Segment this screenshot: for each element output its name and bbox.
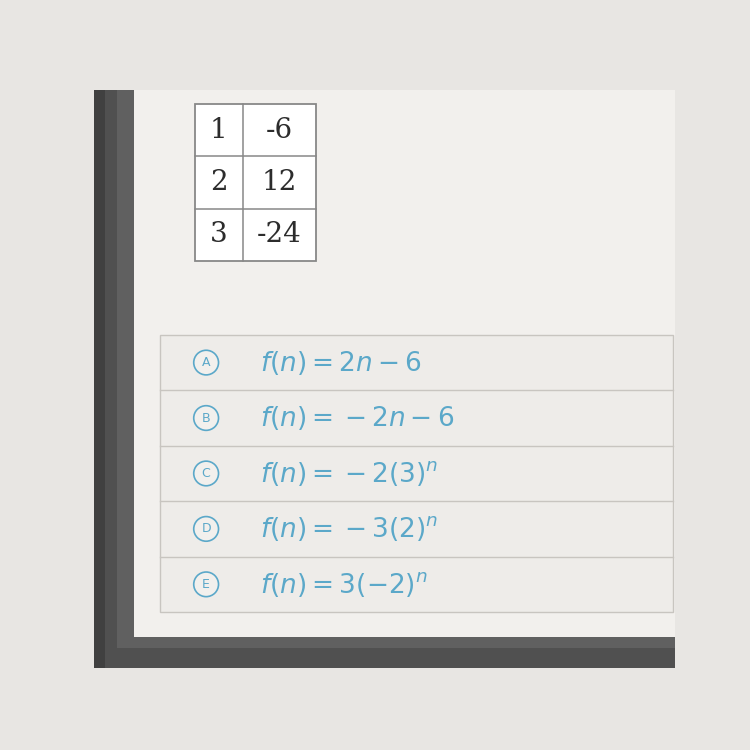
Text: 1: 1 <box>210 116 227 143</box>
Text: A: A <box>202 356 210 369</box>
Text: -24: -24 <box>257 221 302 248</box>
Bar <box>94 637 675 668</box>
Bar <box>94 648 675 668</box>
Text: 3: 3 <box>210 221 227 248</box>
Text: $f(n) = -2(3)^n$: $f(n) = -2(3)^n$ <box>260 459 439 488</box>
Text: E: E <box>202 578 210 591</box>
Bar <box>94 90 134 668</box>
Text: C: C <box>202 467 211 480</box>
Text: B: B <box>202 412 211 424</box>
Bar <box>94 90 105 668</box>
Circle shape <box>194 461 218 486</box>
Bar <box>94 90 117 668</box>
Bar <box>160 334 674 612</box>
Text: $f(n) = 2n - 6$: $f(n) = 2n - 6$ <box>260 349 422 376</box>
Text: 12: 12 <box>262 169 297 196</box>
Circle shape <box>194 406 218 430</box>
Text: -6: -6 <box>266 116 293 143</box>
Text: 2: 2 <box>210 169 227 196</box>
Circle shape <box>194 350 218 375</box>
Text: $f(n) = -3(2)^n$: $f(n) = -3(2)^n$ <box>260 514 439 544</box>
Text: $f(n) = -2n - 6$: $f(n) = -2n - 6$ <box>260 404 454 432</box>
Bar <box>194 104 316 261</box>
Circle shape <box>194 572 218 597</box>
Text: D: D <box>201 523 211 536</box>
Text: $f(n) = 3(-2)^n$: $f(n) = 3(-2)^n$ <box>260 570 428 598</box>
Circle shape <box>194 517 218 542</box>
